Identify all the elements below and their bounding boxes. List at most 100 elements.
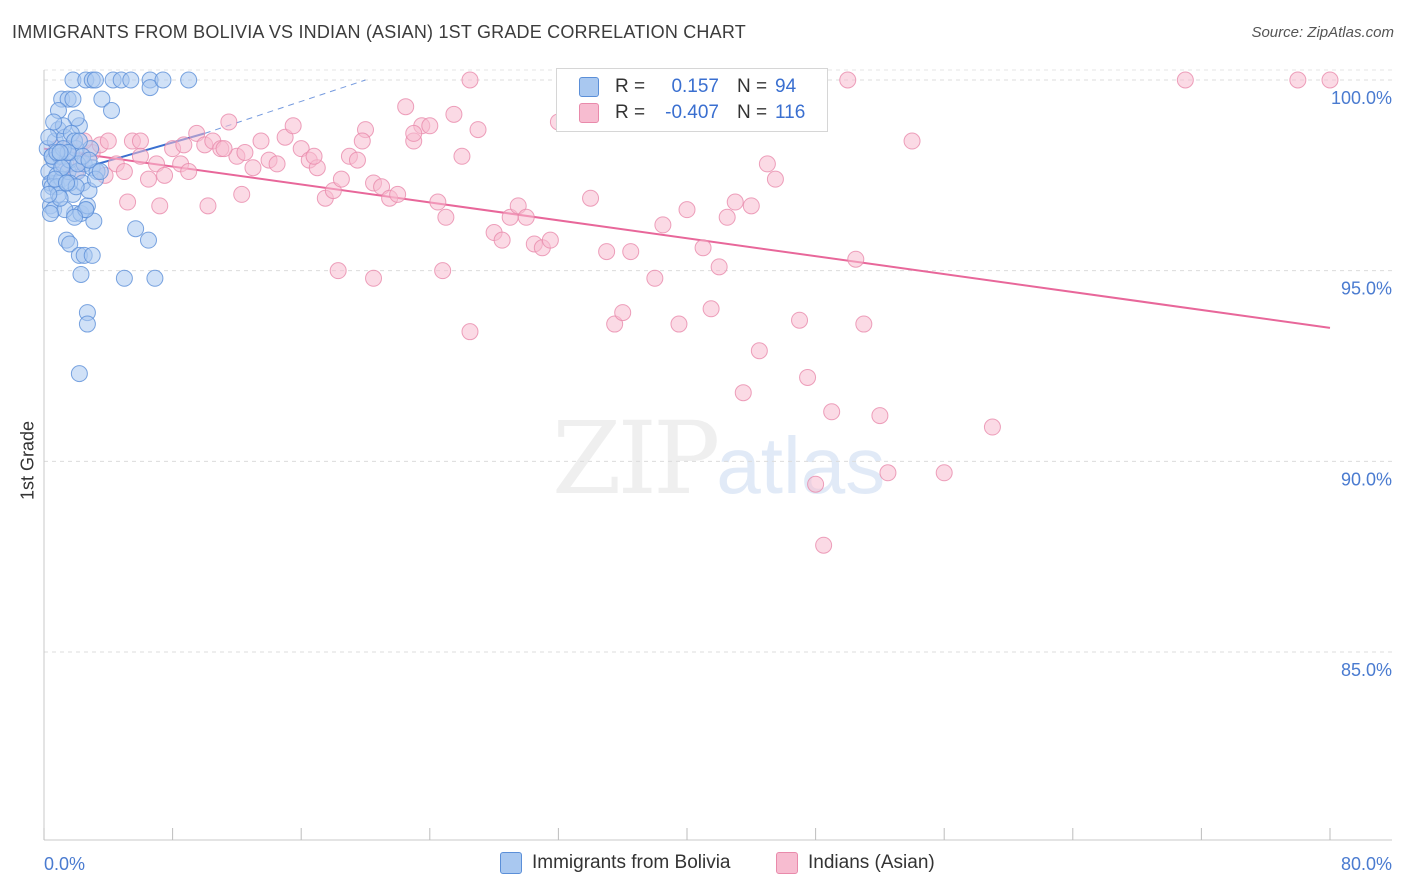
axis-labels: 85.0% 90.0% 95.0% 100.0% 0.0% 80.0% (44, 88, 1392, 874)
legend-label-bolivia: Immigrants from Bolivia (532, 852, 731, 873)
point-indian (151, 197, 169, 215)
point-indian (365, 269, 383, 287)
point-indian (758, 155, 776, 173)
point-indian (766, 170, 784, 188)
point-indian (622, 243, 640, 261)
point-indian (678, 201, 696, 219)
point-indian (389, 185, 407, 203)
point-indian (598, 243, 616, 261)
point-indian (131, 147, 149, 165)
point-indian (461, 323, 479, 341)
point-indian (453, 147, 471, 165)
point-indian (180, 163, 198, 181)
correlation-legend: R = 0.157 N = 94 R = -0.407 N = 116 (556, 68, 828, 132)
point-bolivia (40, 185, 58, 203)
point-indian (405, 124, 423, 142)
data-points (38, 71, 1339, 554)
point-indian (983, 418, 1001, 436)
point-indian (815, 536, 833, 554)
point-indian (710, 258, 728, 276)
legend-row-bolivia: R = 0.157 N = 94 (579, 75, 796, 99)
point-indian (694, 239, 712, 257)
point-bolivia (139, 231, 157, 249)
point-indian (541, 231, 559, 249)
legend-n-value: 116 (775, 102, 806, 123)
point-indian (437, 208, 455, 226)
legend-r-value: -0.407 (665, 102, 719, 123)
point-indian (156, 166, 174, 184)
point-indian (329, 262, 347, 280)
point-bolivia (72, 265, 90, 283)
point-indian (236, 143, 254, 161)
legend-r-label: R = (615, 102, 646, 123)
point-bolivia (45, 113, 63, 131)
point-indian (233, 185, 251, 203)
point-bolivia (127, 220, 145, 238)
point-bolivia (80, 151, 98, 169)
point-indian (220, 113, 238, 131)
point-bolivia (70, 365, 88, 383)
point-indian (1289, 71, 1307, 89)
point-bolivia (58, 174, 76, 192)
point-indian (702, 300, 720, 318)
point-indian (823, 403, 841, 421)
point-indian (252, 132, 270, 150)
point-indian (445, 105, 463, 123)
point-bolivia (141, 79, 159, 97)
legend-swatch-indian (579, 103, 599, 123)
point-indian (139, 170, 157, 188)
legend-r-value: 0.157 (671, 76, 719, 97)
point-indian (199, 197, 217, 215)
point-indian (434, 262, 452, 280)
point-bolivia (64, 90, 82, 108)
point-indian (734, 384, 752, 402)
point-indian (332, 170, 350, 188)
point-bolivia (146, 269, 164, 287)
point-indian (582, 189, 600, 207)
point-indian (244, 159, 262, 177)
point-indian (718, 208, 736, 226)
legend-label-indian: Indians (Asian) (808, 852, 935, 873)
legend-item-indian[interactable]: Indians (Asian) (776, 852, 935, 874)
point-indian (461, 71, 479, 89)
point-indian (353, 132, 371, 150)
point-indian (614, 304, 632, 322)
point-indian (879, 464, 897, 482)
point-bolivia (122, 71, 140, 89)
point-indian (847, 250, 865, 268)
point-indian (517, 208, 535, 226)
point-indian (469, 121, 487, 139)
legend-row-indian: R = -0.407 N = 116 (579, 101, 805, 125)
x-tick-label: 0.0% (44, 854, 85, 874)
point-indian (799, 368, 817, 386)
point-bolivia (103, 102, 121, 120)
point-bolivia (41, 204, 59, 222)
point-indian (99, 132, 117, 150)
point-indian (654, 216, 672, 234)
legend-item-bolivia[interactable]: Immigrants from Bolivia (500, 852, 731, 874)
trend-line-indian (43, 147, 1331, 329)
legend-n-label: N = (737, 102, 768, 123)
point-bolivia (78, 315, 96, 333)
legend-n-label: N = (737, 76, 768, 97)
watermark-zip: ZIP (552, 400, 720, 517)
point-indian (131, 132, 149, 150)
point-indian (807, 475, 825, 493)
y-tick-label: 100.0% (1331, 88, 1392, 108)
watermark: ZIPatlas (552, 400, 885, 517)
point-indian (855, 315, 873, 333)
point-indian (429, 193, 447, 211)
point-indian (493, 231, 511, 249)
point-bolivia (40, 128, 58, 146)
point-indian (115, 163, 133, 181)
watermark-atlas: atlas (716, 421, 886, 510)
point-indian (750, 342, 768, 360)
point-bolivia (51, 143, 69, 161)
point-bolivia (66, 208, 84, 226)
point-bolivia (93, 90, 111, 108)
legend-r-label: R = (615, 76, 646, 97)
point-indian (284, 117, 302, 135)
point-indian (397, 98, 415, 116)
point-indian (348, 151, 366, 169)
